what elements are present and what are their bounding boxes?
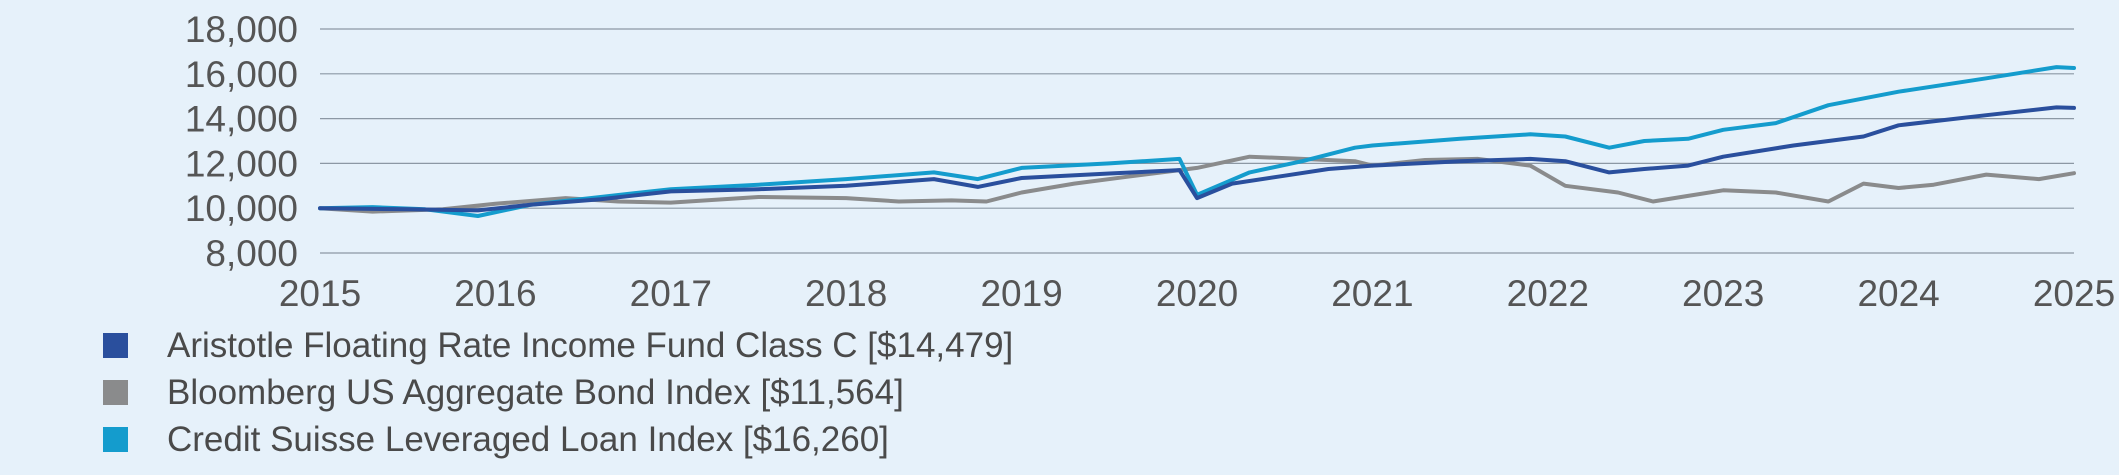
- legend-label-bond-index: Bloomberg US Aggregate Bond Index [$11,5…: [167, 372, 904, 412]
- y-tick-label: 14,000: [185, 99, 298, 140]
- series-line-0: [318, 105, 2076, 213]
- x-tick-label: 2022: [1507, 273, 1589, 314]
- series-lines: [318, 65, 2076, 218]
- x-tick-label: 2016: [454, 273, 536, 314]
- legend-item-loan-index: Credit Suisse Leveraged Loan Index [$16,…: [103, 416, 1013, 463]
- x-axis-ticks: 2015 2016 2017 2018 2019 2020 2021 2022 2023 2024…: [279, 273, 2115, 314]
- legend-label-loan-index: Credit Suisse Leveraged Loan Index [$16,…: [167, 419, 889, 459]
- series-line-1: [318, 154, 2076, 214]
- y-tick-label: 16,000: [185, 54, 298, 95]
- legend-item-fund: Aristotle Floating Rate Income Fund Clas…: [103, 322, 1013, 369]
- y-tick-label: 18,000: [185, 9, 298, 50]
- x-tick-label: 2023: [1682, 273, 1764, 314]
- x-tick-label: 2019: [980, 273, 1062, 314]
- legend-label-fund: Aristotle Floating Rate Income Fund Clas…: [167, 325, 1014, 365]
- x-tick-label: 2015: [279, 273, 361, 314]
- x-tick-label: 2024: [1857, 273, 1939, 314]
- x-tick-label: 2017: [630, 273, 712, 314]
- x-tick-label: 2025: [2033, 273, 2115, 314]
- legend-swatch-loan-index: [103, 427, 128, 452]
- legend: Aristotle Floating Rate Income Fund Clas…: [103, 322, 1013, 463]
- legend-swatch-fund: [103, 333, 128, 358]
- series-line-2: [318, 65, 2076, 218]
- y-tick-label: 12,000: [185, 143, 298, 184]
- y-tick-label: 10,000: [185, 188, 298, 229]
- x-tick-label: 2020: [1156, 273, 1238, 314]
- gridlines: [320, 28, 2074, 254]
- legend-swatch-bond-index: [103, 380, 128, 405]
- x-tick-label: 2021: [1331, 273, 1413, 314]
- x-tick-label: 2018: [805, 273, 887, 314]
- legend-item-bond-index: Bloomberg US Aggregate Bond Index [$11,5…: [103, 369, 1013, 416]
- y-tick-label: 8,000: [205, 233, 298, 274]
